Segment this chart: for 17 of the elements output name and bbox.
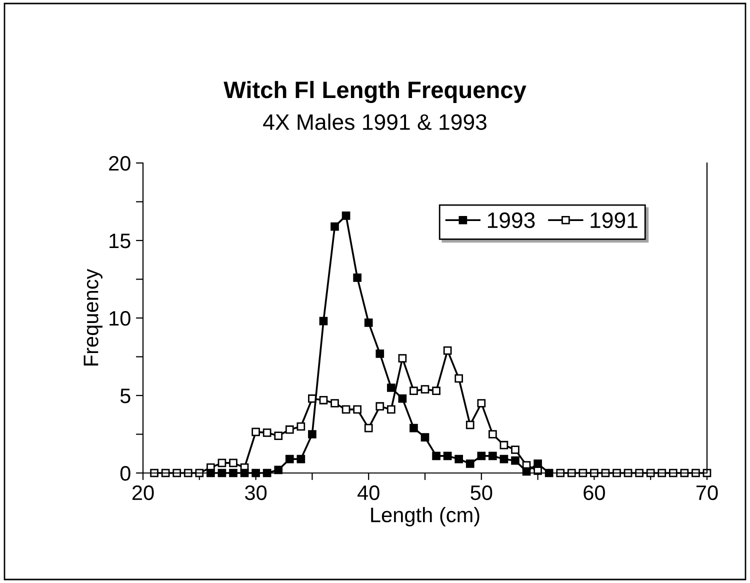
x-tick-label: 70 xyxy=(696,485,718,500)
y-tick-label: 15 xyxy=(110,234,130,248)
x-tick-label: 50 xyxy=(470,485,492,500)
legend-label: 1993 xyxy=(488,212,535,228)
x-tick-label: 20 xyxy=(132,485,154,500)
y-tick-label: 10 xyxy=(110,311,130,326)
x-tick-label: 40 xyxy=(357,485,380,500)
x-tick-label: 30 xyxy=(245,485,267,500)
y-tick-label: 20 xyxy=(109,156,130,171)
chart-title: Witch Fl Length Frequency xyxy=(224,80,526,104)
y-axis-title: Frequency xyxy=(84,268,102,366)
x-axis-title: Length (cm) xyxy=(371,507,480,526)
x-tick-label: 60 xyxy=(584,485,605,500)
y-tick-label: 5 xyxy=(120,388,130,404)
chart-subtitle: 4X Males 1991 & 1993 xyxy=(263,114,486,130)
legend-label: 1991 xyxy=(590,212,638,228)
y-tick-label: 0 xyxy=(120,466,130,481)
